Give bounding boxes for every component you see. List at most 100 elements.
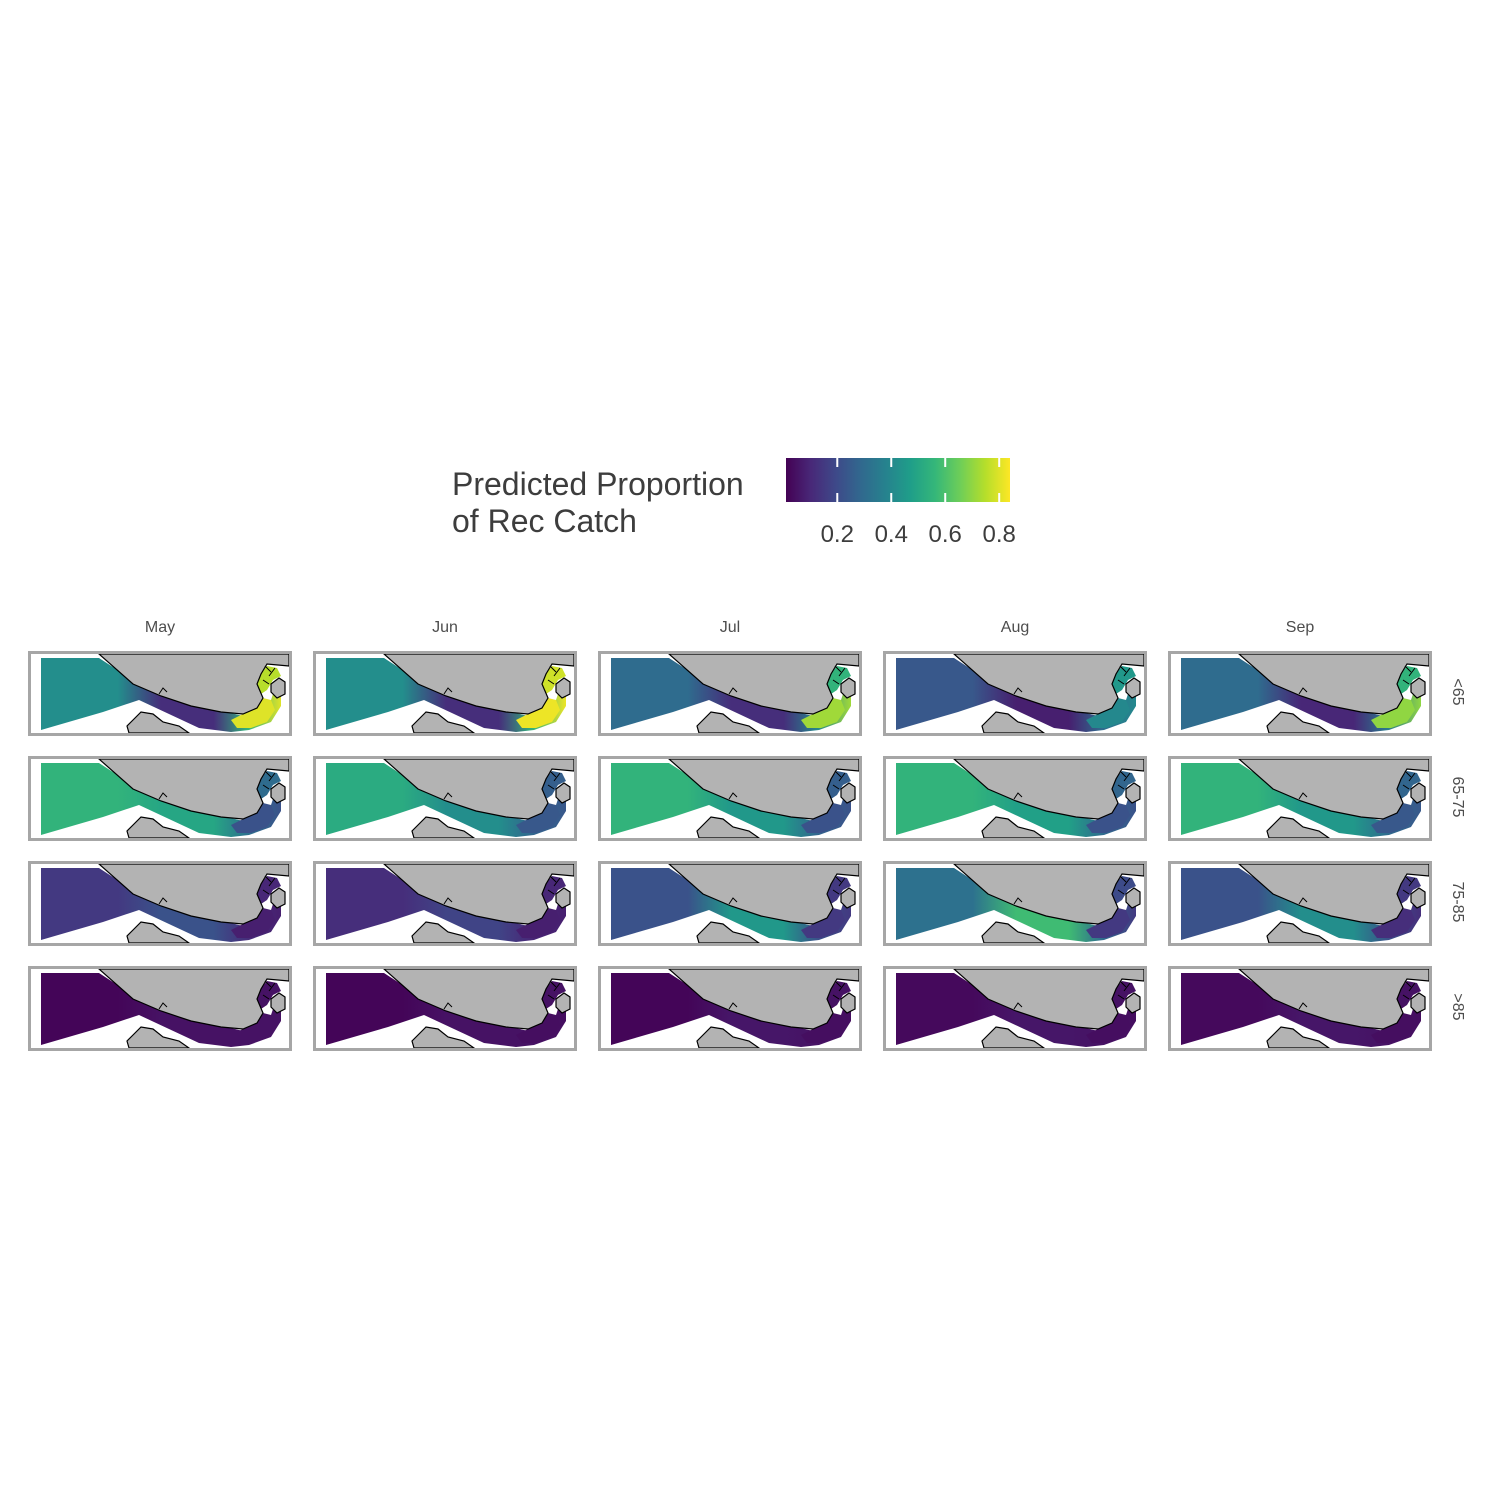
east-island [1410, 677, 1426, 699]
inlet-coastline [547, 665, 561, 685]
inlet-coastline [1117, 980, 1131, 1000]
south-island [696, 1026, 761, 1048]
mainland [383, 759, 574, 820]
legend-title-line2: of Rec Catch [452, 503, 637, 539]
column-label-jul: Jul [719, 619, 741, 636]
bay-heatmap [231, 803, 275, 833]
inlet-coastline [1402, 770, 1416, 790]
peninsula-coastline [443, 687, 453, 695]
peninsula-coastline [443, 792, 453, 800]
east-island [1410, 782, 1426, 804]
inlet-coastline [1402, 875, 1416, 895]
peninsula-coastline [728, 1002, 738, 1010]
row-label: >85 [1449, 993, 1466, 1021]
inlet-heatmap [1397, 771, 1421, 799]
map-svg [41, 969, 289, 1048]
inlet-coastline [832, 875, 846, 895]
bay-heatmap [516, 698, 560, 728]
inlet-heatmap [1112, 666, 1136, 694]
peninsula-coastline [1013, 1002, 1023, 1010]
bay-heatmap [801, 1013, 845, 1043]
map-svg [41, 654, 289, 733]
peninsula-coastline [1013, 897, 1023, 905]
bay-heatmap [231, 1013, 275, 1043]
south-island [981, 711, 1046, 733]
map-panel [1168, 966, 1432, 1051]
east-island [270, 782, 286, 804]
bay-heatmap [801, 698, 845, 728]
inlet-heatmap [257, 771, 281, 799]
south-island [981, 816, 1046, 838]
mainland [668, 759, 859, 820]
east-island [840, 677, 856, 699]
mainland [383, 864, 574, 925]
south-island [696, 921, 761, 943]
south-island [126, 816, 191, 838]
inlet-coastline [262, 875, 276, 895]
bay-heatmap [231, 908, 275, 938]
map-svg [896, 654, 1144, 733]
south-island [411, 921, 476, 943]
mainland [98, 969, 289, 1030]
mainland [668, 969, 859, 1030]
legend-tick-label: 0.4 [875, 521, 908, 548]
bay-heatmap [1371, 908, 1415, 938]
east-island [270, 677, 286, 699]
peninsula-coastline [158, 687, 168, 695]
mainland [953, 864, 1144, 925]
south-island [981, 921, 1046, 943]
inlet-coastline [1117, 770, 1131, 790]
inlet-heatmap [827, 771, 851, 799]
peninsula-coastline [728, 687, 738, 695]
column-label-may: May [144, 619, 176, 636]
peninsula-coastline [1013, 687, 1023, 695]
inlet-heatmap [542, 666, 566, 694]
bay-heatmap [801, 908, 845, 938]
peninsula-coastline [158, 792, 168, 800]
map-panel [1168, 651, 1432, 736]
map-svg [326, 864, 574, 943]
legend-colorbar: 0.2 0.4 0.6 0.8 [786, 458, 1016, 548]
legend-tick-label: 0.2 [821, 521, 854, 548]
map-svg [611, 969, 859, 1048]
south-island [1266, 1026, 1331, 1048]
inlet-coastline [547, 770, 561, 790]
inlet-coastline [1117, 665, 1131, 685]
east-island [555, 887, 571, 909]
inlet-coastline [262, 665, 276, 685]
mainland [953, 759, 1144, 820]
inlet-coastline [1117, 875, 1131, 895]
map-svg [611, 759, 859, 838]
map-panel [598, 966, 862, 1051]
legend-tick-label: 0.8 [983, 521, 1016, 548]
bay-heatmap [1371, 698, 1415, 728]
mainland [1238, 864, 1429, 925]
inlet-coastline [547, 875, 561, 895]
south-island [126, 1026, 191, 1048]
map-panel [313, 651, 577, 736]
east-island [840, 782, 856, 804]
peninsula-coastline [1298, 792, 1308, 800]
inlet-heatmap [1397, 876, 1421, 904]
bay-heatmap [516, 1013, 560, 1043]
peninsula-coastline [443, 1002, 453, 1010]
map-panel [883, 861, 1147, 946]
inlet-coastline [262, 980, 276, 1000]
mainland [1238, 654, 1429, 715]
legend-gradient-bar [786, 458, 1010, 502]
south-island [696, 711, 761, 733]
column-label-aug: Aug [1000, 619, 1030, 636]
inlet-heatmap [542, 981, 566, 1009]
south-island [1266, 816, 1331, 838]
legend-tick-label: 0.6 [929, 521, 962, 548]
inlet-coastline [1402, 665, 1416, 685]
column-label-jun: Jun [432, 619, 458, 636]
mainland [98, 864, 289, 925]
south-island [126, 711, 191, 733]
south-island [126, 921, 191, 943]
south-island [411, 816, 476, 838]
peninsula-coastline [1298, 897, 1308, 905]
east-island [270, 992, 286, 1014]
south-island [1266, 711, 1331, 733]
map-svg [1181, 969, 1429, 1048]
